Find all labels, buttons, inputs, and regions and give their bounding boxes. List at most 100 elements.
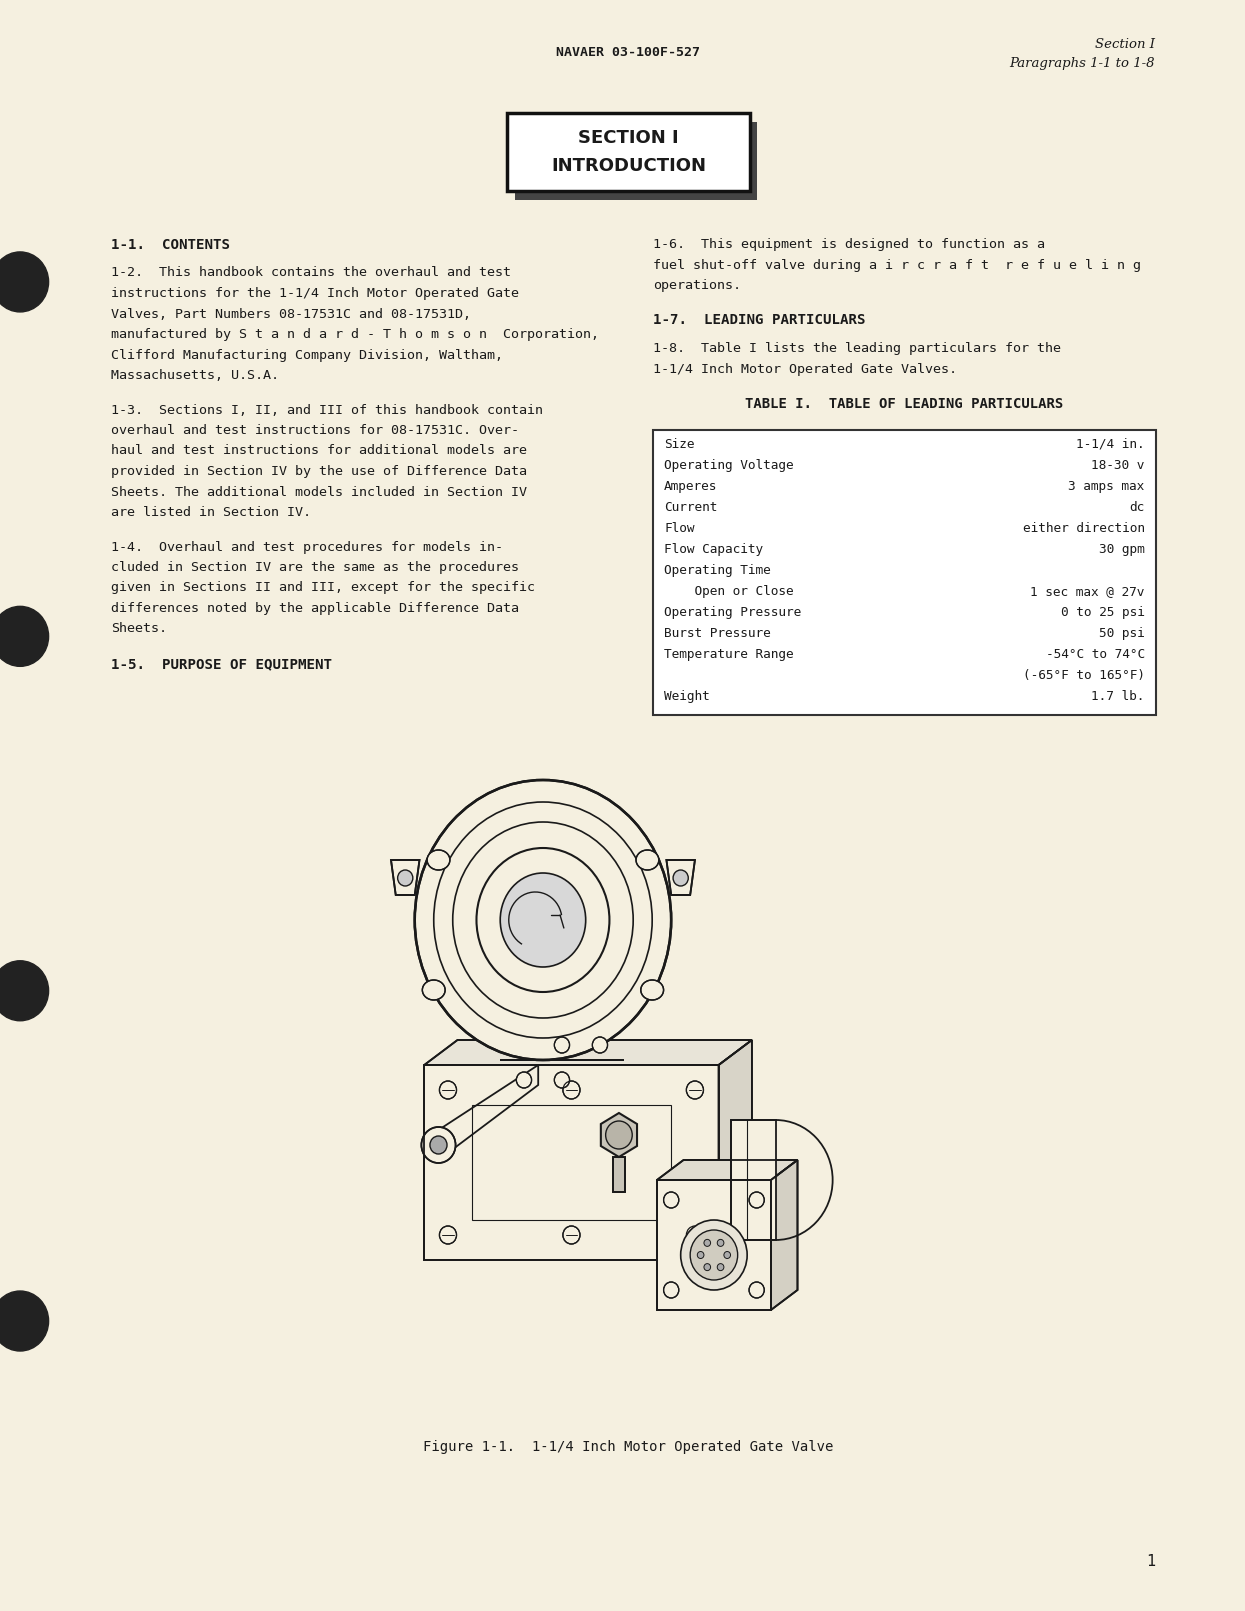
Text: instructions for the 1-1/4 Inch Motor Operated Gate: instructions for the 1-1/4 Inch Motor Op… [111,287,519,300]
Ellipse shape [749,1192,764,1208]
Ellipse shape [749,1282,764,1298]
Text: Flow: Flow [664,522,695,535]
Text: Section I: Section I [1096,37,1155,50]
Text: 1-6.  This equipment is designed to function as a: 1-6. This equipment is designed to funct… [652,238,1045,251]
Ellipse shape [500,873,585,967]
Text: Amperes: Amperes [664,480,717,493]
Polygon shape [657,1160,798,1179]
Ellipse shape [641,979,664,1000]
Text: TABLE I.  TABLE OF LEADING PARTICULARS: TABLE I. TABLE OF LEADING PARTICULARS [746,396,1063,411]
Ellipse shape [703,1263,711,1271]
Text: Operating Voltage: Operating Voltage [664,459,793,472]
Text: Figure 1-1.  1-1/4 Inch Motor Operated Gate Valve: Figure 1-1. 1-1/4 Inch Motor Operated Ga… [423,1440,834,1455]
Text: haul and test instructions for additional models are: haul and test instructions for additiona… [111,445,528,458]
Text: are listed in Section IV.: are listed in Section IV. [111,506,311,519]
Text: cluded in Section IV are the same as the procedures: cluded in Section IV are the same as the… [111,561,519,574]
Polygon shape [771,1160,798,1310]
Text: operations.: operations. [652,279,741,292]
Circle shape [0,606,49,667]
Text: (-65°F to 165°F): (-65°F to 165°F) [1022,669,1144,681]
Polygon shape [391,860,420,896]
Text: Sheets. The additional models included in Section IV: Sheets. The additional models included i… [111,485,528,498]
Text: overhaul and test instructions for 08-17531C. Over-: overhaul and test instructions for 08-17… [111,424,519,437]
Ellipse shape [554,1071,569,1087]
Text: 1-5.  PURPOSE OF EQUIPMENT: 1-5. PURPOSE OF EQUIPMENT [111,657,332,672]
Text: dc: dc [1129,501,1144,514]
Bar [508,113,749,192]
Text: Clifford Manufacturing Company Division, Waltham,: Clifford Manufacturing Company Division,… [111,348,503,361]
Ellipse shape [439,1081,457,1099]
Ellipse shape [674,870,688,886]
Polygon shape [438,1065,538,1160]
Text: Burst Pressure: Burst Pressure [664,627,771,640]
Polygon shape [718,1041,752,1260]
Text: Size: Size [664,438,695,451]
Bar [472,1105,671,1220]
Bar [614,1157,625,1192]
Text: 1-7.  LEADING PARTICULARS: 1-7. LEADING PARTICULARS [652,314,865,327]
Text: Flow Capacity: Flow Capacity [664,543,763,556]
Text: Operating Pressure: Operating Pressure [664,606,802,619]
Text: 50 psi: 50 psi [1099,627,1144,640]
Bar [515,122,757,200]
Ellipse shape [397,870,413,886]
Text: Weight: Weight [664,690,710,702]
Bar [657,1179,771,1310]
Text: either direction: either direction [1022,522,1144,535]
Text: 0 to 25 psi: 0 to 25 psi [1061,606,1144,619]
Text: 1-1/4 in.: 1-1/4 in. [1076,438,1144,451]
Polygon shape [425,1041,752,1065]
Ellipse shape [563,1226,580,1244]
Text: Open or Close: Open or Close [664,585,793,598]
Circle shape [0,1290,49,1352]
Ellipse shape [703,1239,711,1247]
Bar [652,430,1157,715]
Ellipse shape [697,1252,703,1258]
Ellipse shape [636,851,659,870]
Text: fuel shut-off valve during a i r c r a f t  r e f u e l i n g: fuel shut-off valve during a i r c r a f… [652,258,1140,272]
Text: NAVAER 03-100F-527: NAVAER 03-100F-527 [557,45,701,58]
Polygon shape [601,1113,637,1157]
Bar [425,1065,718,1260]
Text: Valves, Part Numbers 08-17531C and 08-17531D,: Valves, Part Numbers 08-17531C and 08-17… [111,308,472,321]
Ellipse shape [605,1121,632,1149]
Polygon shape [666,860,695,896]
Text: provided in Section IV by the use of Difference Data: provided in Section IV by the use of Dif… [111,466,528,478]
Text: 1-3.  Sections I, II, and III of this handbook contain: 1-3. Sections I, II, and III of this han… [111,403,543,417]
Text: SECTION I: SECTION I [578,129,679,147]
Text: 1-8.  Table I lists the leading particulars for the: 1-8. Table I lists the leading particula… [652,342,1061,354]
Ellipse shape [415,780,671,1060]
Bar [425,1065,718,1260]
Polygon shape [731,1120,776,1240]
Ellipse shape [717,1263,723,1271]
Ellipse shape [427,851,449,870]
Ellipse shape [664,1192,679,1208]
Text: Massachusetts, U.S.A.: Massachusetts, U.S.A. [111,369,279,382]
Text: manufactured by S t a n d a r d - T h o m s o n  Corporation,: manufactured by S t a n d a r d - T h o … [111,329,599,342]
Ellipse shape [593,1037,608,1054]
Ellipse shape [422,979,446,1000]
Text: 1-4.  Overhaul and test procedures for models in-: 1-4. Overhaul and test procedures for mo… [111,541,503,554]
Text: 1 sec max @ 27v: 1 sec max @ 27v [1031,585,1144,598]
Ellipse shape [717,1239,723,1247]
Text: 1-1.  CONTENTS: 1-1. CONTENTS [111,238,230,251]
Ellipse shape [439,1226,457,1244]
Bar [657,1179,771,1310]
Text: 1-1/4 Inch Motor Operated Gate Valves.: 1-1/4 Inch Motor Operated Gate Valves. [652,362,956,375]
Circle shape [0,960,49,1021]
Text: 1.7 lb.: 1.7 lb. [1092,690,1144,702]
Text: -54°C to 74°C: -54°C to 74°C [1046,648,1144,661]
Text: Current: Current [664,501,717,514]
Ellipse shape [686,1081,703,1099]
Text: 1: 1 [1145,1553,1155,1569]
Text: 18-30 v: 18-30 v [1092,459,1144,472]
Ellipse shape [664,1282,679,1298]
Ellipse shape [563,1081,580,1099]
Text: Temperature Range: Temperature Range [664,648,793,661]
Ellipse shape [723,1252,731,1258]
Ellipse shape [690,1231,737,1281]
Ellipse shape [554,1037,569,1054]
Ellipse shape [421,1128,456,1163]
Text: Sheets.: Sheets. [111,622,167,635]
Text: differences noted by the applicable Difference Data: differences noted by the applicable Diff… [111,603,519,615]
